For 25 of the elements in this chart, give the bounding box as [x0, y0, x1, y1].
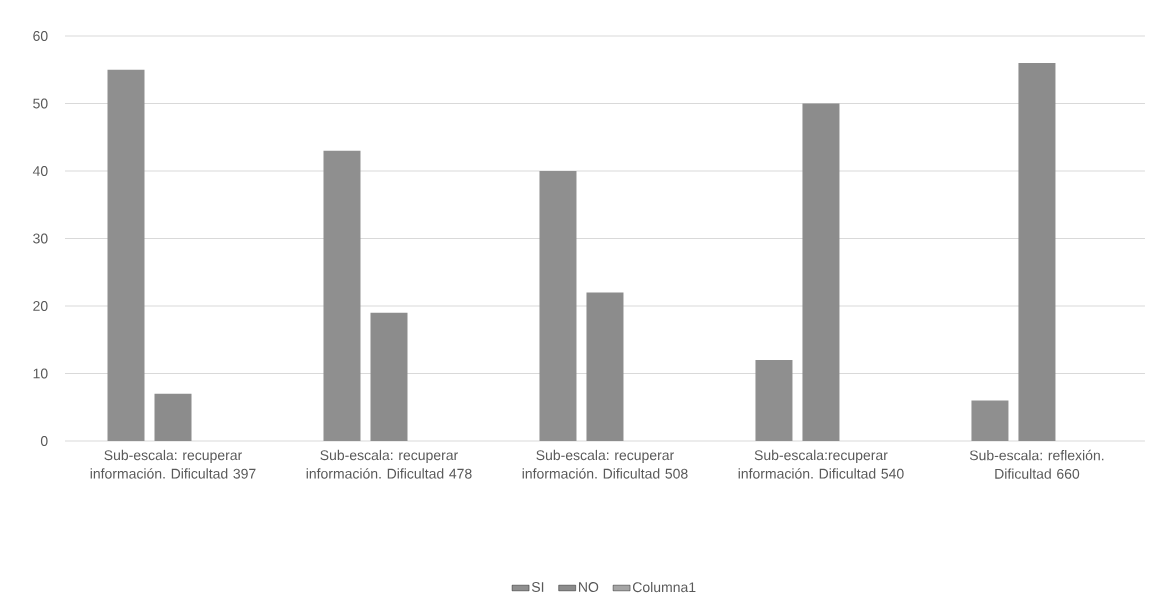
- bar: [755, 359, 793, 441]
- x-tick-label: Sub-escala: reflexión. Dificultad 660: [969, 449, 1104, 479]
- bar: [107, 69, 145, 441]
- x-tick-label: Sub-escala: recuperar información. Dificultad 397: [90, 449, 256, 479]
- x-tick-label: Sub-escala:recuperar información. Dificultad 540: [738, 449, 904, 479]
- y-tick-label: 50: [33, 98, 48, 109]
- y-tick-label: 20: [33, 301, 48, 311]
- y-tick-label: 30: [33, 233, 48, 244]
- bar: [370, 312, 408, 441]
- y-tick-label: 0: [40, 436, 48, 446]
- y-tick-label: 60: [33, 31, 48, 41]
- bar: [1018, 63, 1056, 441]
- bar: [586, 292, 624, 441]
- legend-label: SI: [531, 582, 544, 592]
- y-tick-label: 40: [32, 166, 48, 176]
- bar: [539, 170, 577, 441]
- legend-label: NO: [579, 582, 599, 592]
- y-tick-label: 10: [33, 368, 48, 379]
- x-tick-label: Sub-escala: recuperar información. Dificultad 508: [522, 449, 688, 479]
- x-tick-label: Sub-escala: recuperar información. Dificultad 478: [306, 449, 472, 479]
- bar: [802, 103, 840, 441]
- bar: [971, 400, 1009, 441]
- bar: [154, 393, 192, 441]
- legend-label: Columna1: [633, 581, 696, 593]
- bar: [323, 150, 361, 441]
